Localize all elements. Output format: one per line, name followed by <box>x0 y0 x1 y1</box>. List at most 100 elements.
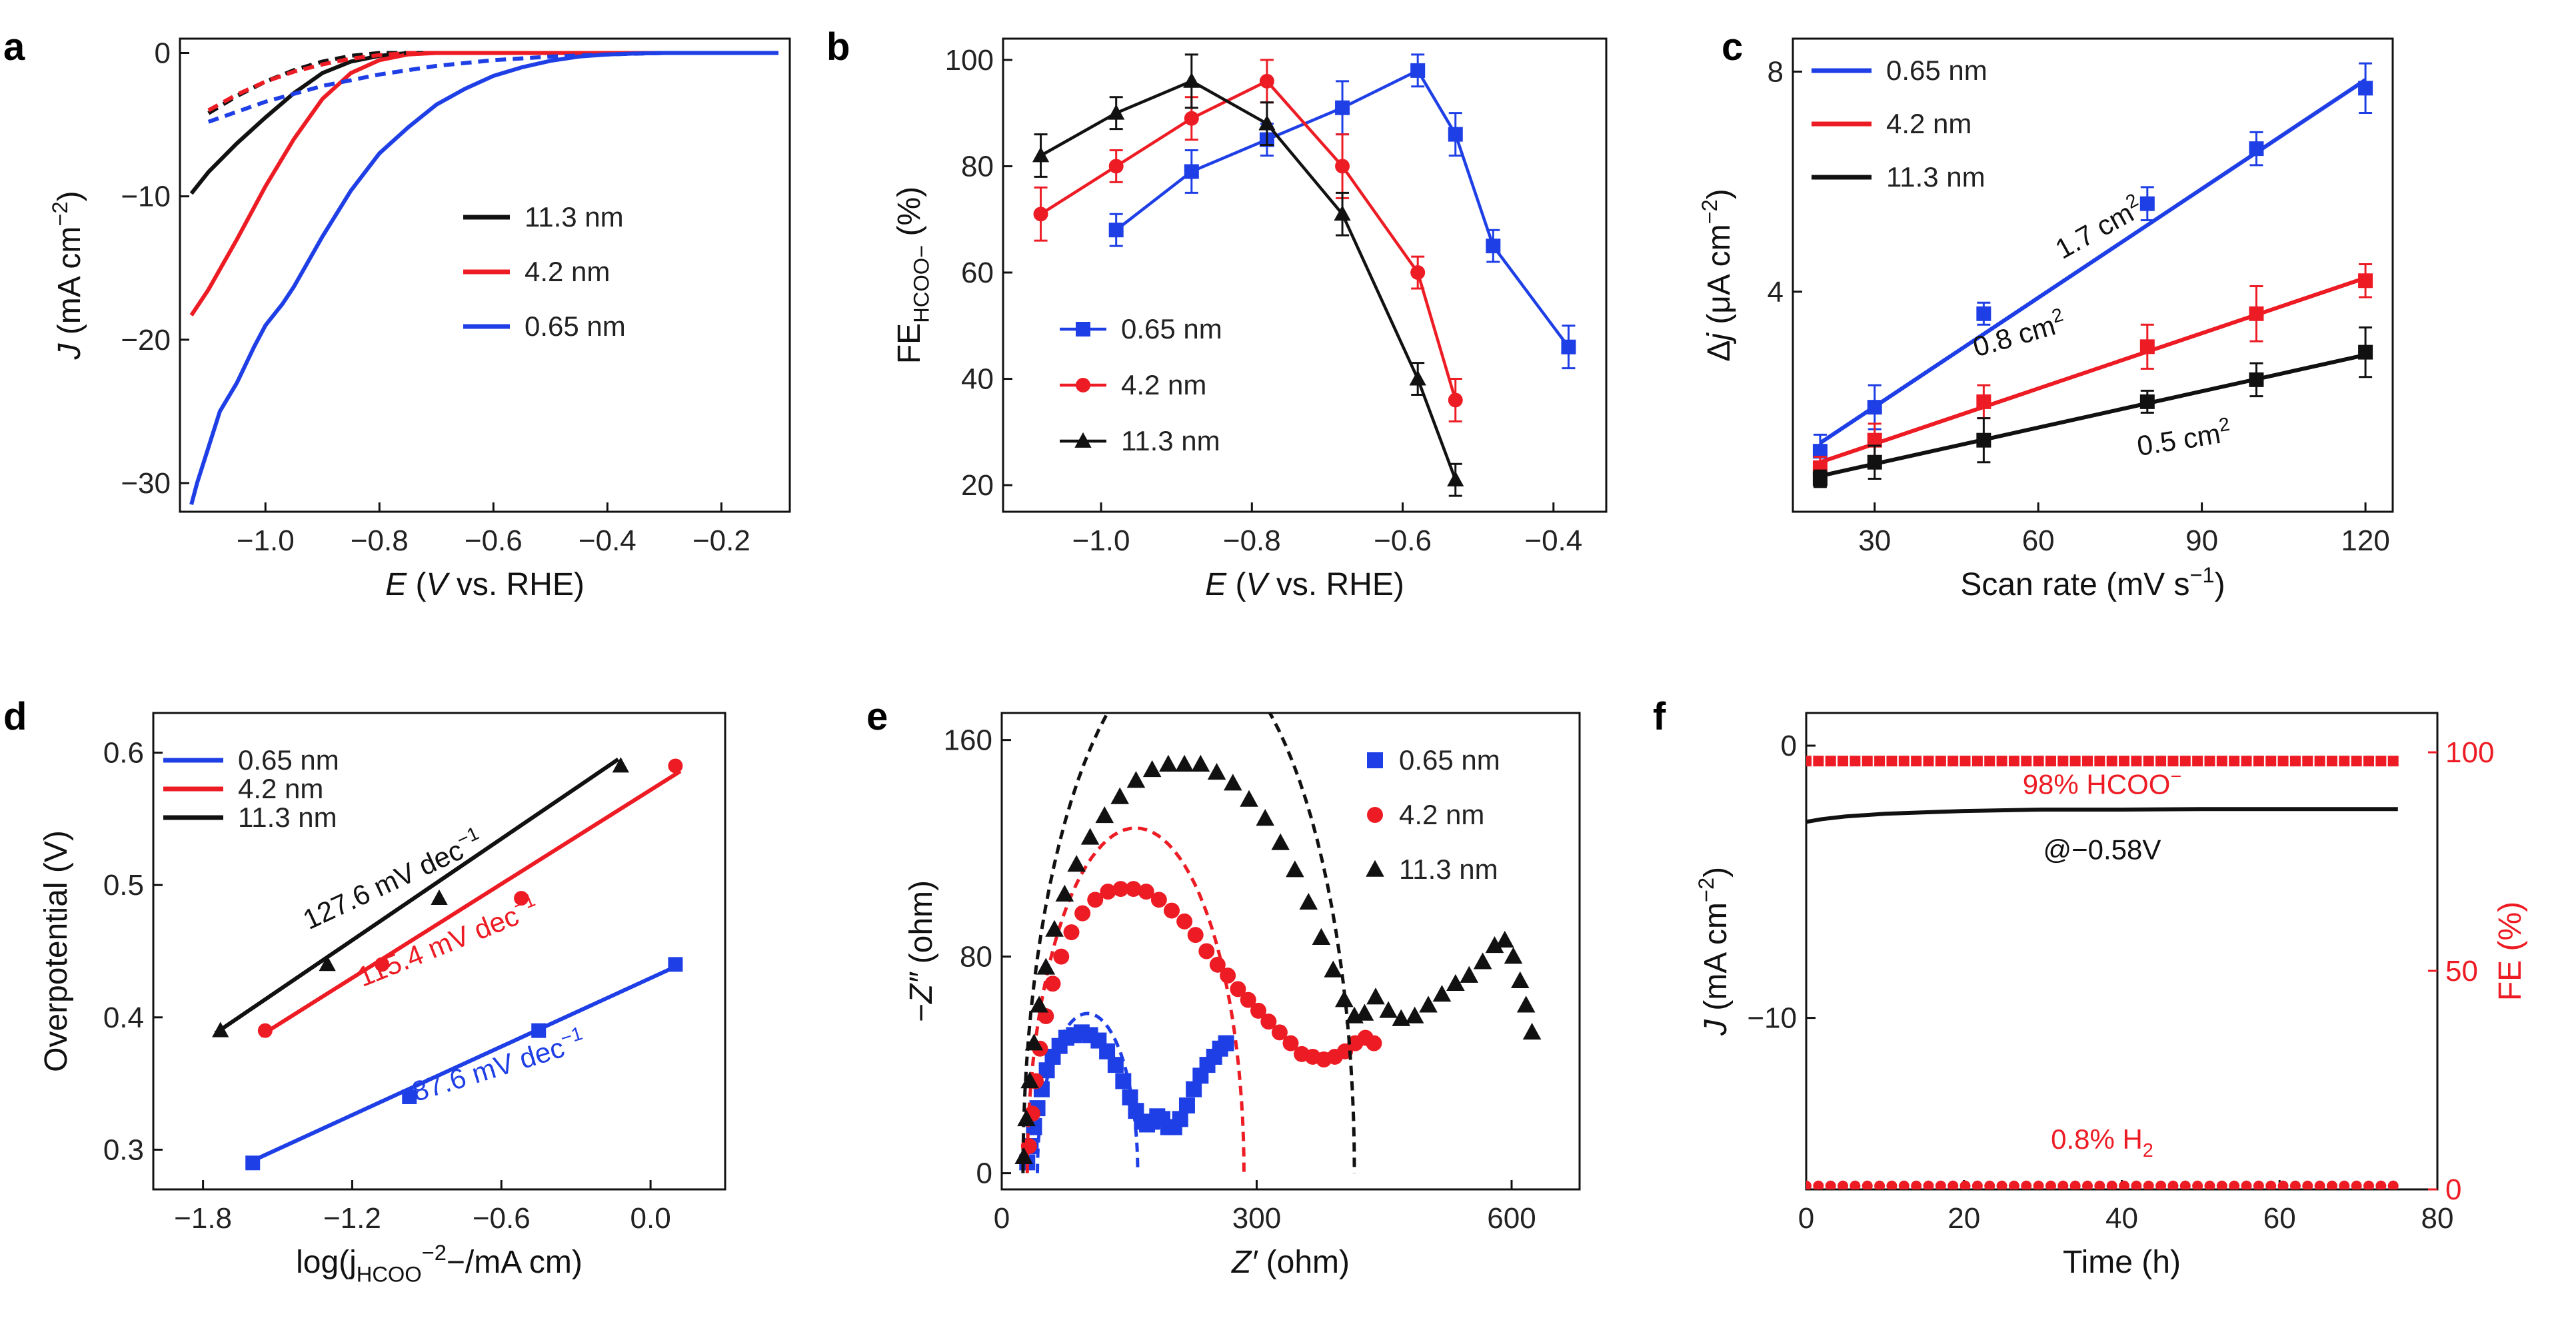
data-point <box>1240 790 1258 807</box>
data-point <box>1032 147 1050 163</box>
data-point <box>2119 1180 2130 1189</box>
data-point <box>1014 1147 1033 1165</box>
data-point <box>1184 111 1199 126</box>
data-point <box>1886 1180 1898 1189</box>
plot-area <box>189 51 778 505</box>
data-point <box>2204 1180 2215 1189</box>
data-point <box>1447 470 1464 487</box>
x-tick-label: −0.4 <box>579 524 637 557</box>
data-point <box>1087 892 1104 908</box>
data-point <box>1271 833 1290 850</box>
data-point <box>1067 855 1086 872</box>
data-point <box>1561 339 1576 354</box>
data-point <box>1240 992 1256 1008</box>
data-point <box>2229 1180 2240 1189</box>
series-11-3-nm-fit-line <box>1820 352 2366 478</box>
data-point <box>2033 756 2044 767</box>
series-0-65-nm-dashed--line <box>207 51 778 124</box>
data-point <box>1044 976 1061 992</box>
data-point <box>1432 985 1452 1002</box>
y-tick-label: 0 <box>976 1157 992 1190</box>
panel-label: e <box>866 695 888 738</box>
data-point <box>1504 947 1523 964</box>
data-point <box>1874 756 1886 767</box>
x-tick-label: 120 <box>2341 524 2389 557</box>
data-point <box>1258 115 1276 131</box>
x-tick-label: −0.2 <box>692 524 750 557</box>
legend-label: 11.3 nm <box>1399 854 1498 885</box>
data-point <box>1976 432 1991 448</box>
data-point <box>1218 1035 1234 1051</box>
data-point <box>1971 1180 1983 1189</box>
data-point <box>2082 756 2093 767</box>
data-point <box>2216 756 2227 767</box>
data-point <box>1410 63 1426 78</box>
data-point <box>2229 756 2240 767</box>
data-point <box>1159 754 1178 772</box>
data-point <box>1867 454 1882 470</box>
y-tick-label: 0.5 <box>103 869 144 902</box>
data-point <box>1256 809 1275 826</box>
data-point <box>2045 1180 2056 1189</box>
data-point <box>1838 1180 1849 1189</box>
data-point <box>1017 1109 1036 1127</box>
data-point <box>2326 756 2337 767</box>
data-point <box>1172 1111 1188 1127</box>
plot-frame <box>152 712 726 1191</box>
data-point <box>2314 756 2325 767</box>
data-point <box>1911 756 1922 767</box>
data-point <box>1971 756 1983 767</box>
data-point <box>1142 760 1162 778</box>
annotation: 0.8% H2​ <box>2051 1123 2153 1161</box>
y-tick-label: 80 <box>961 150 994 183</box>
x-tick-label: −1.2 <box>323 1202 381 1235</box>
legend-marker <box>1074 432 1092 448</box>
x-tick-label: −0.8 <box>351 524 409 557</box>
annotation: 87.6 mV dec−1​ <box>408 1023 589 1107</box>
data-point <box>1996 1180 2007 1189</box>
panel-c: c 30 60 90 120 4 8 Scan rate (mV s−1​) Δj (μA cm… <box>1697 25 2394 602</box>
data-point <box>1812 444 1828 459</box>
y-tick-label: 0.6 <box>103 737 144 770</box>
data-point <box>1282 1035 1299 1051</box>
data-point <box>1045 920 1064 937</box>
data-point <box>1850 1180 1861 1189</box>
data-point <box>1207 762 1226 780</box>
data-point <box>2143 1180 2154 1189</box>
data-point <box>2131 756 2142 767</box>
y-tick-label: 0.3 <box>103 1133 144 1166</box>
data-point <box>1473 952 1492 970</box>
data-point <box>2069 1180 2081 1189</box>
legend-marker <box>1366 860 1384 877</box>
panel-b: b −1.0 −0.8 −0.6 −0.4 20 40 60 80 100 E (V vs. RHE… <box>826 25 1608 602</box>
data-point <box>2167 756 2179 767</box>
x-tick-label: −0.8 <box>1223 524 1281 557</box>
data-point <box>1923 756 1934 767</box>
legend-marker <box>1367 752 1383 768</box>
data-point <box>2119 756 2130 767</box>
data-point <box>1806 1180 1812 1189</box>
legend-label: 4.2 nm <box>1399 799 1484 830</box>
series-11-3-nm-line <box>189 51 778 195</box>
data-point <box>514 891 529 906</box>
data-point <box>1183 72 1200 88</box>
data-point <box>1115 1073 1132 1089</box>
data-point <box>1409 370 1426 386</box>
y-tick-label: 160 <box>944 724 992 757</box>
data-point <box>1108 159 1124 174</box>
data-point <box>375 957 390 972</box>
plot-area <box>1806 756 2399 1189</box>
data-point <box>2021 756 2032 767</box>
annotation: @−0.58V <box>2043 834 2161 866</box>
plot-area <box>1032 53 1576 497</box>
data-point <box>1874 1180 1886 1189</box>
data-point <box>1813 756 1824 767</box>
data-point <box>1496 930 1514 948</box>
data-point <box>2241 756 2252 767</box>
legend-marker <box>1367 807 1383 823</box>
legend-label: 4.2 nm <box>238 773 323 804</box>
data-point <box>2139 339 2155 354</box>
x-tick-label: 80 <box>2421 1202 2454 1235</box>
data-point <box>1867 400 1882 415</box>
data-point <box>1898 756 1910 767</box>
